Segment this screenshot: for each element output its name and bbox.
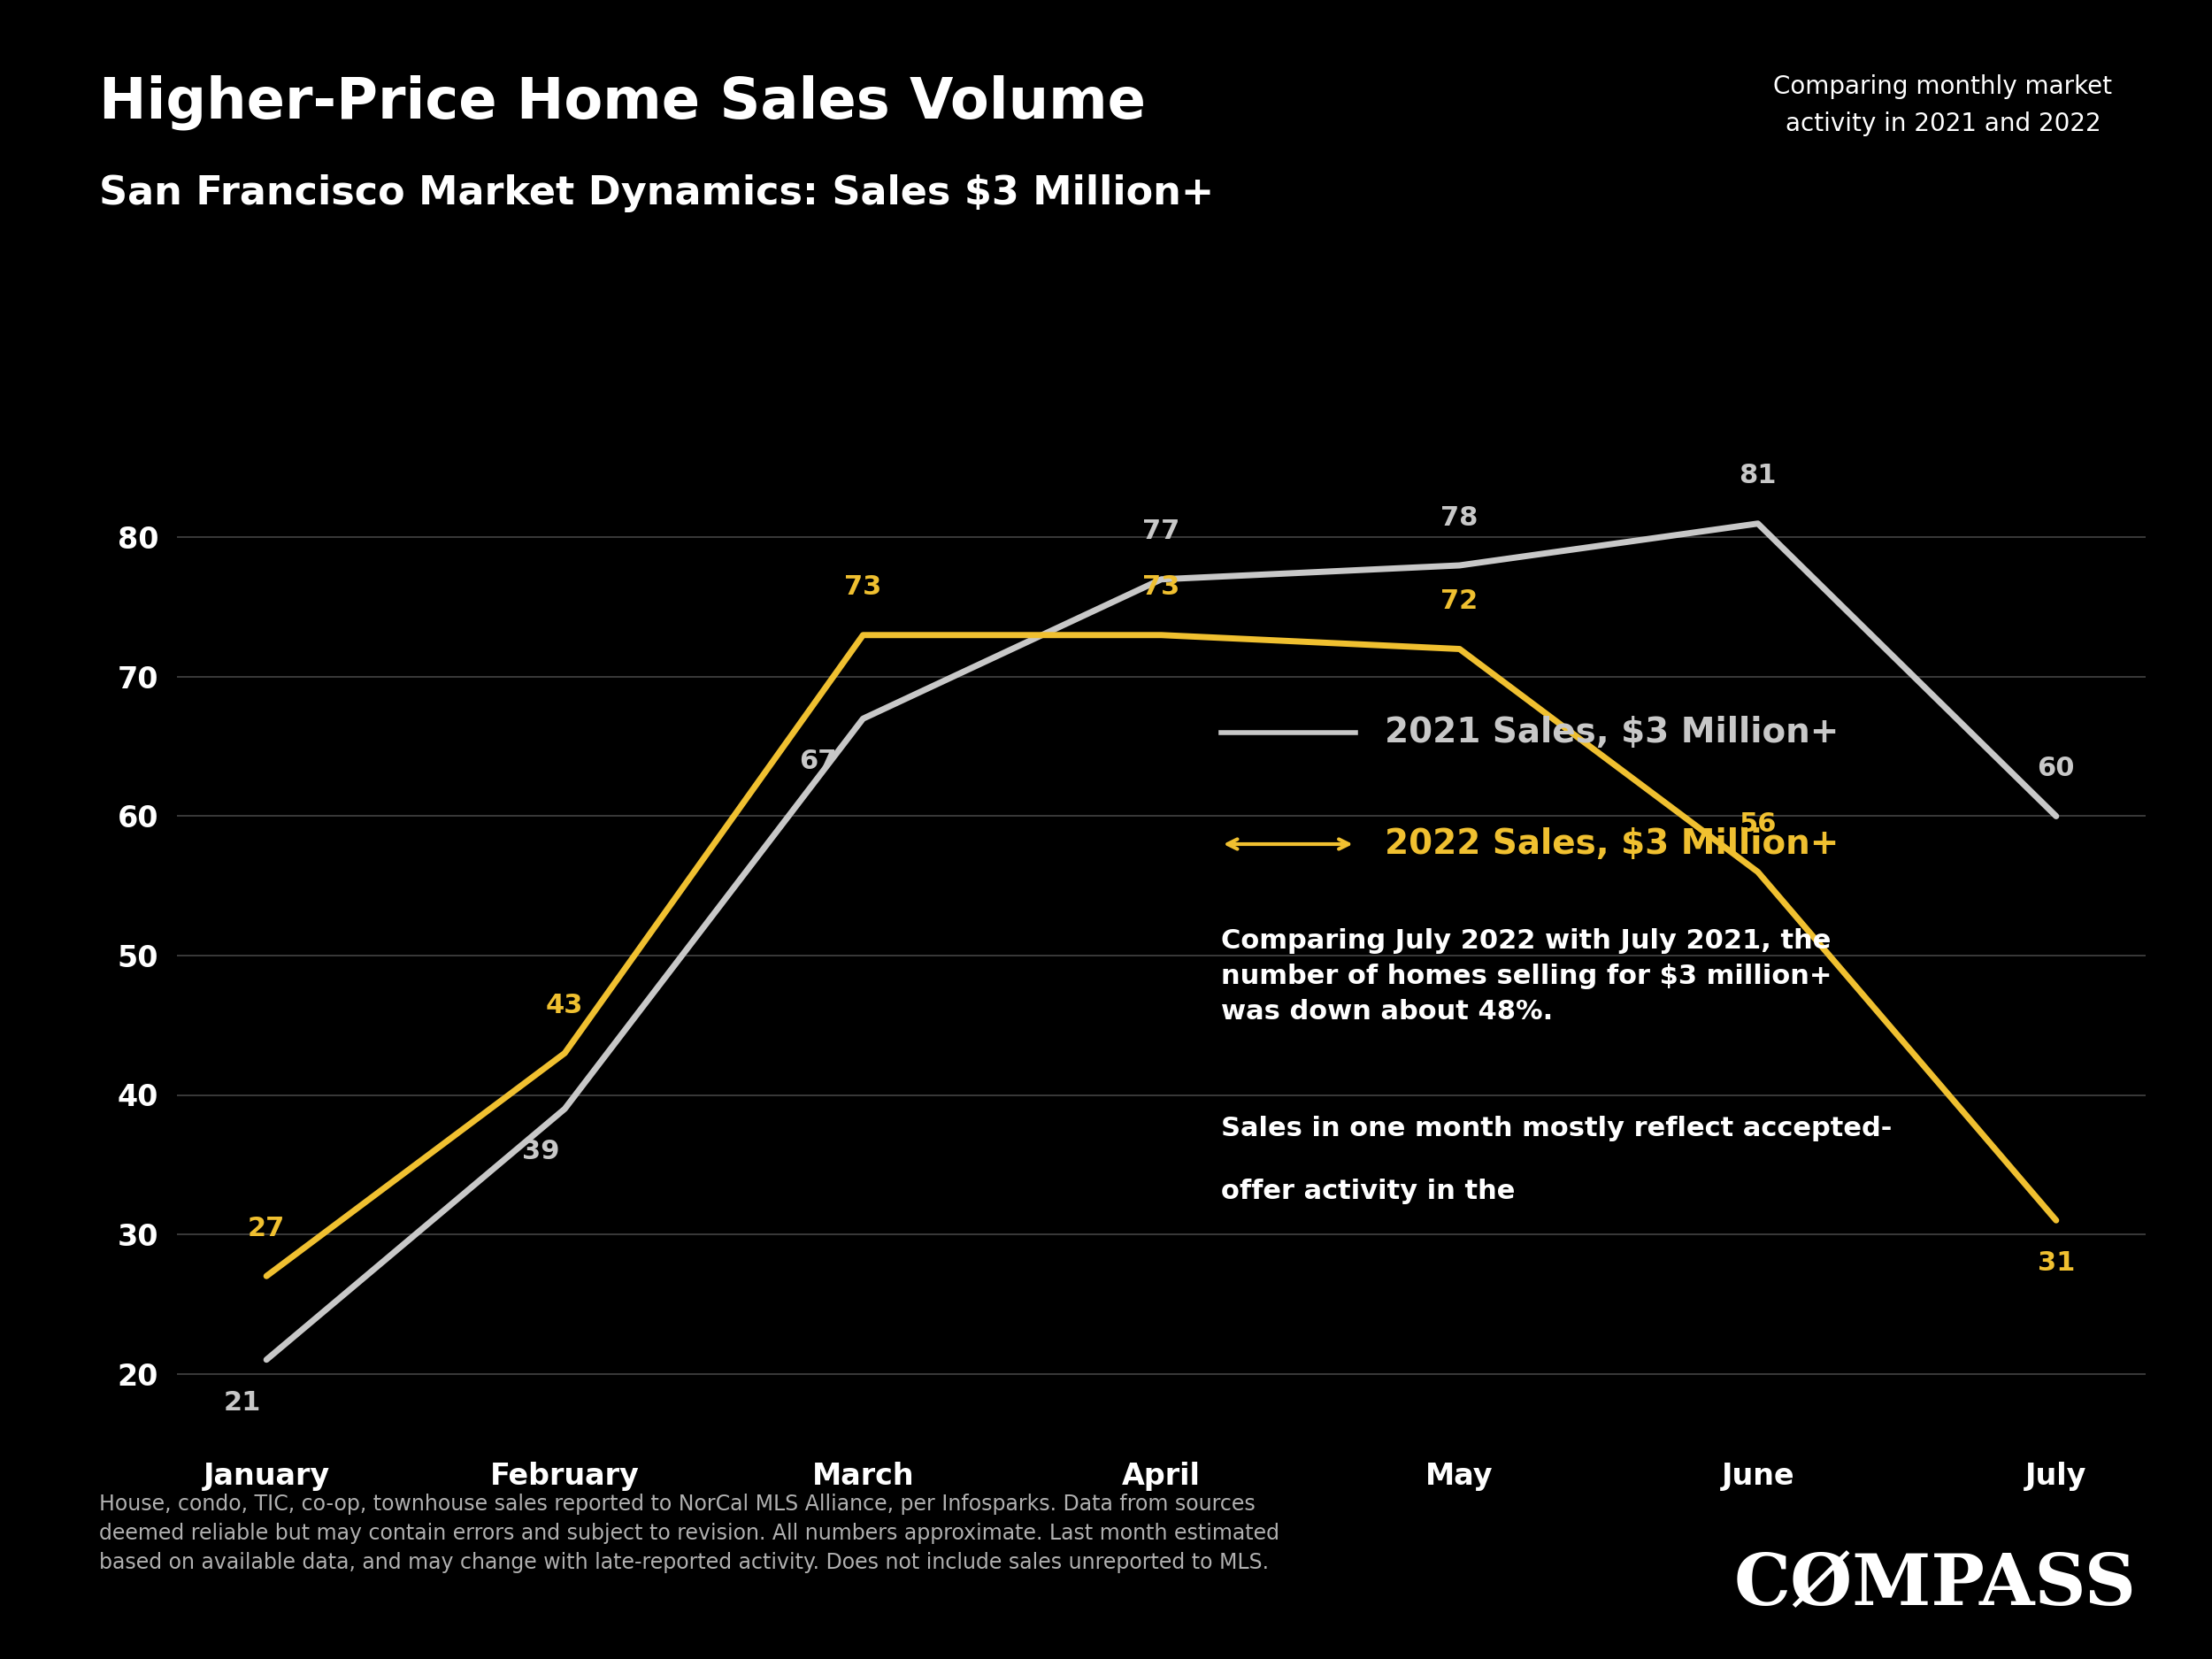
Text: 31: 31	[2037, 1251, 2075, 1276]
Text: Higher-Price Home Sales Volume: Higher-Price Home Sales Volume	[100, 75, 1146, 129]
Text: 2022 Sales, $3 Million+: 2022 Sales, $3 Million+	[1385, 828, 1838, 861]
Text: 60: 60	[2037, 757, 2075, 781]
Text: 67: 67	[799, 748, 836, 775]
Text: 56: 56	[1739, 811, 1776, 838]
Text: San Francisco Market Dynamics: Sales $3 Million+: San Francisco Market Dynamics: Sales $3 …	[100, 174, 1214, 212]
Text: 77: 77	[1144, 519, 1179, 544]
Text: 73: 73	[1144, 574, 1179, 601]
Text: 72: 72	[1440, 589, 1478, 614]
Text: CØMPASS: CØMPASS	[1734, 1551, 2137, 1621]
Text: Comparing July 2022 with July 2021, the
number of homes selling for $3 million+
: Comparing July 2022 with July 2021, the …	[1221, 927, 1832, 1025]
Text: 27: 27	[248, 1216, 285, 1241]
Text: offer activity in the: offer activity in the	[1221, 1178, 1524, 1204]
Text: 78: 78	[1440, 504, 1478, 531]
Text: House, condo, TIC, co-op, townhouse sales reported to NorCal MLS Alliance, per I: House, condo, TIC, co-op, townhouse sale…	[100, 1493, 1281, 1574]
Text: 43: 43	[546, 992, 584, 1019]
Text: 21: 21	[223, 1390, 261, 1415]
Text: 73: 73	[845, 574, 883, 601]
Text: 81: 81	[1739, 463, 1776, 489]
Text: 39: 39	[522, 1140, 560, 1165]
Text: 2021 Sales, $3 Million+: 2021 Sales, $3 Million+	[1385, 715, 1838, 750]
Text: Sales in one month mostly reflect accepted-: Sales in one month mostly reflect accept…	[1221, 1117, 1891, 1141]
Text: Comparing monthly market
activity in 2021 and 2022: Comparing monthly market activity in 202…	[1774, 75, 2112, 136]
